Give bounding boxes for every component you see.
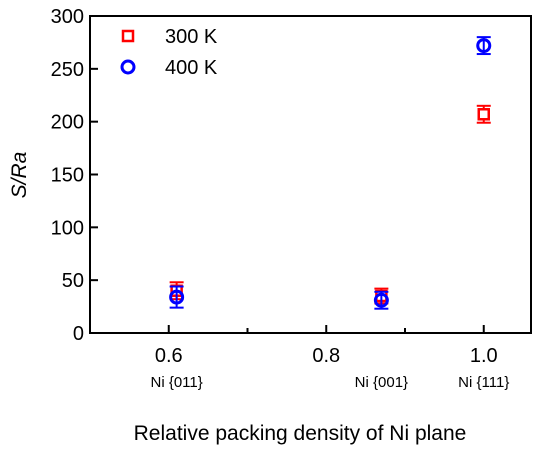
y-tick-label: 150 — [51, 165, 84, 187]
y-tick-label: 200 — [51, 112, 84, 134]
legend-marker-square — [121, 29, 135, 43]
data-point-square — [477, 108, 490, 121]
x-tick-label: 0.6 — [155, 345, 183, 367]
y-tick-label: 100 — [51, 217, 84, 239]
x-tick-label: 1.0 — [470, 345, 498, 367]
y-tick-label: 0 — [73, 323, 84, 345]
data-point-circle — [373, 292, 389, 308]
x-tick-label: 0.8 — [312, 345, 340, 367]
y-tick-label: 50 — [62, 270, 84, 292]
ni-plane-labels: Ni {011} Ni {001} Ni {111} — [150, 374, 509, 391]
plane-label: Ni {011} — [150, 374, 202, 391]
axes-frame — [89, 15, 532, 334]
legend: 300 K 400 K — [120, 26, 218, 79]
plane-label: Ni {111} — [458, 374, 509, 391]
y-tick-label: 250 — [51, 59, 84, 81]
plot-frame — [89, 15, 532, 334]
x-axis-ticks: 0.6 0.8 1.0 — [155, 325, 498, 367]
data-point-circle — [476, 38, 492, 54]
y-axis-title: S/Ra — [8, 152, 31, 199]
y-tick-label: 300 — [51, 6, 84, 28]
legend-label: 400 K — [165, 57, 218, 79]
legend-marker-circle — [120, 59, 136, 75]
x-axis-title: Relative packing density of Ni plane — [134, 422, 467, 445]
plane-label: Ni {001} — [355, 374, 408, 391]
data-points — [169, 36, 492, 310]
y-axis-ticks: 0 50 100 150 200 250 300 — [51, 6, 98, 345]
data-point-circle — [169, 289, 185, 305]
legend-label: 300 K — [165, 26, 218, 48]
